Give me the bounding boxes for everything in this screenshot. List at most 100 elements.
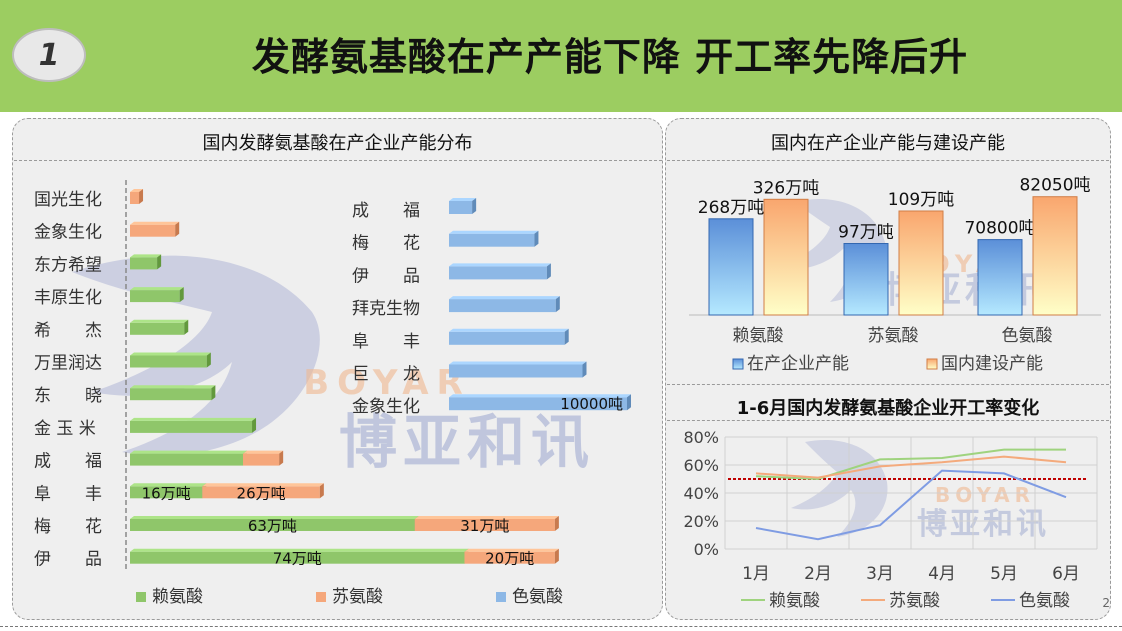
category-label-trp: 阜 丰 (352, 332, 420, 352)
bar-lysine (130, 352, 211, 368)
bar-lysine-face (130, 453, 243, 466)
bar-tryptophan-face (449, 201, 473, 214)
bar-lysine-face (130, 290, 180, 303)
watermark-cn: 博亚和讯 (339, 408, 595, 476)
data-label-lysine: 16万吨 (142, 484, 191, 502)
x-tick-label: 3月 (866, 564, 894, 584)
category-label-lys-thr: 国光生化 (34, 190, 102, 210)
bar-lysine-side (211, 385, 216, 401)
bar-tryptophan-face (449, 364, 583, 378)
bar-lysine-top (130, 516, 419, 519)
left-chart-title: 国内发酵氨基酸在产企业产能分布 (202, 133, 473, 154)
data-label: 70800吨 (964, 219, 1035, 239)
bar-tryptophan-top (449, 394, 631, 398)
bar-tryptophan (449, 328, 569, 345)
bar-threonine-side (279, 450, 284, 466)
bar-construction-capacity (898, 210, 944, 316)
bar-lysine-top (130, 483, 207, 487)
right-middle-divider (667, 384, 1109, 385)
bar-tryptophan (449, 230, 539, 247)
bar-tryptophan-top (449, 198, 477, 201)
category-label-lys-thr: 金象生化 (34, 223, 102, 243)
x-tick-label: 2月 (804, 564, 832, 584)
capacity-comparison-chart: BOYAR博亚和讯268万吨326万吨赖氨酸97万吨109万吨苏氨酸70800吨… (689, 176, 1101, 374)
legend-label: 在产企业产能 (747, 354, 849, 374)
legend-label: 色氨酸 (1019, 591, 1070, 611)
bar-threonine (202, 483, 324, 499)
bar-lysine-side (252, 417, 257, 433)
bar-lysine-face (130, 519, 415, 531)
legend-label: 色氨酸 (512, 587, 563, 607)
legend-swatch (316, 592, 326, 602)
line-series-lysine (755, 448, 1066, 481)
x-tick-label: 4月 (928, 564, 956, 584)
bar-lysine-side (184, 319, 189, 335)
bar-threonine-face (243, 453, 280, 466)
bar-lysine-side (206, 352, 211, 368)
category-label-lys-thr: 金 玉 米 (34, 419, 96, 439)
bar-tryptophan-side (582, 361, 587, 378)
bar-threonine (414, 516, 559, 531)
category-label-trp: 梅 花 (352, 234, 420, 254)
data-label-lysine: 63万吨 (248, 517, 297, 535)
category-label-trp: 成 福 (352, 201, 420, 221)
bar-lysine-side (157, 254, 162, 270)
category-label-lys-thr: 梅 花 (34, 517, 102, 537)
bar-lysine (130, 254, 162, 270)
bar-tryptophan-face (449, 299, 556, 313)
bar-lysine-top (130, 287, 184, 291)
bar-threonine (464, 548, 559, 564)
bar-tryptophan-face (449, 266, 547, 280)
bar-lysine (130, 417, 257, 433)
bar-tryptophan-face (449, 233, 535, 247)
bar-tryptophan-top (449, 230, 539, 234)
bar-threonine (130, 221, 180, 237)
right-bottom-chart-title: 1-6月国内发酵氨基酸企业开工率变化 (736, 398, 1040, 419)
right-title-divider (667, 160, 1109, 161)
bar-lysine (130, 450, 247, 466)
bar-lysine-top (130, 548, 469, 552)
bar-lysine-top (130, 254, 162, 258)
bar-threonine-face (130, 224, 176, 237)
legend-label: 赖氨酸 (769, 591, 820, 611)
bar-tryptophan (449, 263, 551, 280)
bar-lysine-face (130, 257, 158, 270)
bar-threonine-face (202, 486, 320, 499)
bar-tryptophan-side (555, 296, 560, 313)
bar-threonine-top (130, 221, 180, 225)
bar-lysine-face (130, 551, 465, 564)
bar-tryptophan-top (449, 328, 569, 332)
data-label-threonine: 31万吨 (460, 517, 509, 535)
category-label: 赖氨酸 (733, 326, 784, 346)
bar-construction-capacity (1032, 196, 1078, 316)
section-number-badge: 1 (12, 28, 86, 82)
left-title-divider (14, 160, 662, 161)
watermark-en: BOYAR (303, 363, 470, 403)
legend-label: 国内建设产能 (941, 354, 1043, 374)
bar-tryptophan-face (449, 397, 627, 411)
data-label-tryptophan: 10000吨 (560, 395, 623, 413)
watermark-en-line: BOYAR (935, 483, 1035, 507)
category-label-lys-thr: 万里润达 (34, 354, 102, 374)
data-label-threonine: 20万吨 (485, 550, 534, 568)
bar-construction-capacity (763, 198, 809, 316)
bar-lysine-face (130, 388, 212, 401)
bar-threonine-face (464, 551, 555, 564)
category-label-lys-thr: 东 晓 (34, 386, 102, 406)
bar-lysine (130, 548, 469, 564)
bar-lysine (130, 385, 216, 401)
bar-threonine (130, 189, 144, 204)
legend-swatch (136, 592, 146, 602)
data-label-lysine: 74万吨 (273, 550, 322, 568)
page-title: 发酵氨基酸在产产能下降 开工率先降后升 (251, 35, 969, 79)
bar-tryptophan-side (534, 230, 539, 247)
bar-lysine (130, 287, 184, 303)
bar-lysine-face (130, 355, 207, 368)
right-top-chart-title: 国内在产企业产能与建设产能 (771, 133, 1005, 154)
bar-lysine-top (130, 417, 257, 421)
bar-tryptophan-face (449, 331, 565, 345)
x-tick-label: 6月 (1052, 564, 1080, 584)
category-label-lys-thr: 阜 丰 (34, 484, 102, 504)
